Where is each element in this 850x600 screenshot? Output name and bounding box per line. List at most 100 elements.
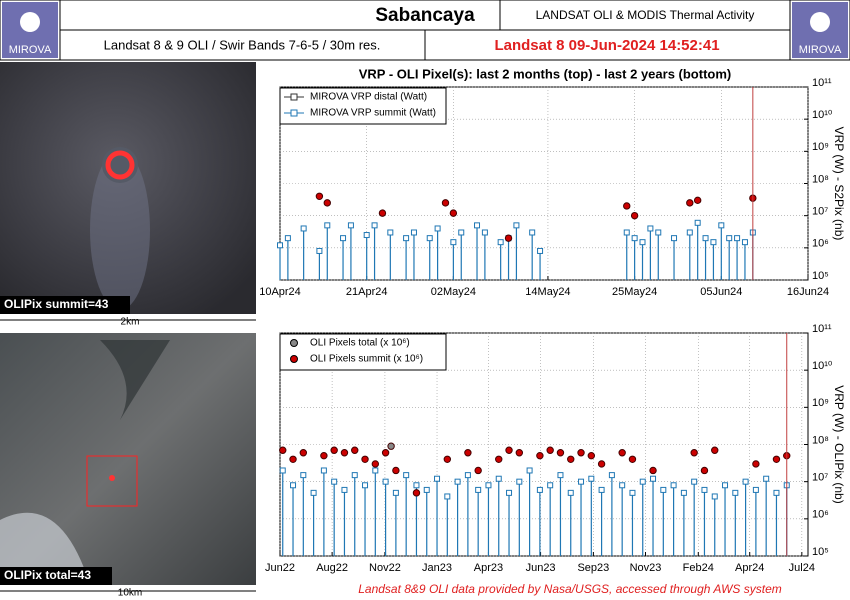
dot (320, 451, 328, 460)
x-tick-label: Jan23 (422, 562, 452, 574)
marker (324, 222, 331, 229)
dot (315, 192, 324, 201)
y-tick-label: 10⁷ (812, 206, 828, 218)
marker (763, 475, 770, 482)
marker (629, 489, 636, 496)
dot (474, 466, 482, 475)
dot (387, 442, 395, 450)
marker (426, 235, 433, 242)
dot (690, 449, 698, 457)
dot (464, 449, 472, 457)
y-axis-label: VRP (W) - S2Pix (nb) (832, 127, 846, 241)
marker (691, 478, 698, 485)
legend (279, 333, 447, 371)
legend-label: OLI Pixels total (x 10⁶) (310, 338, 410, 349)
x-tick-label: Nov23 (630, 562, 662, 574)
x-tick-label: 05Jun24 (700, 286, 742, 298)
dot (371, 460, 380, 468)
dot (351, 446, 359, 454)
image-label: OLIPix summit=43 (4, 297, 109, 311)
y-tick-label: 10⁸ (812, 173, 829, 185)
x-tick-label: 25May24 (612, 286, 657, 298)
marker (741, 239, 748, 246)
dot (378, 209, 387, 217)
marker (529, 229, 536, 236)
x-tick-label: Jun23 (526, 562, 556, 574)
label-bg (0, 567, 112, 585)
y-tick-label: 10¹¹ (812, 323, 832, 335)
title: Sabancaya (375, 5, 475, 26)
dot (567, 455, 575, 463)
dot (597, 460, 606, 468)
marker (403, 235, 410, 242)
dot (752, 460, 760, 468)
logo-text: MIROVA (799, 44, 842, 56)
marker (284, 235, 291, 242)
dot (330, 446, 338, 454)
scale-label: 10km (118, 588, 142, 599)
roi-box (86, 455, 138, 507)
dot (323, 199, 331, 207)
marker (631, 235, 638, 242)
legend-marker (290, 339, 298, 347)
marker (670, 482, 677, 489)
image-label: OLIPix total=43 (4, 568, 91, 582)
x-tick-label: 02May24 (431, 286, 476, 298)
logo-text: MIROVA (9, 44, 52, 56)
y-tick-label: 10¹⁰ (812, 360, 833, 372)
scale-label: 2km (121, 317, 140, 328)
marker (351, 472, 358, 479)
marker (619, 482, 626, 489)
marker (650, 475, 657, 482)
marker (316, 247, 323, 254)
marker (752, 486, 759, 493)
marker (567, 489, 574, 496)
marker (671, 235, 678, 242)
marker (506, 489, 513, 496)
marker (734, 235, 741, 242)
ridge (100, 340, 170, 420)
dot (504, 234, 513, 242)
dot (628, 455, 637, 463)
y-tick-label: 10⁵ (812, 546, 829, 558)
dot (577, 449, 585, 457)
dot (556, 449, 565, 457)
x-tick-label: 10Apr24 (259, 286, 301, 298)
marker (702, 235, 709, 242)
dot (443, 455, 452, 463)
y-tick-label: 10⁹ (812, 397, 829, 409)
dot (495, 455, 503, 463)
marker (474, 222, 481, 229)
marker (718, 222, 725, 229)
y-tick-label: 10⁹ (812, 141, 829, 153)
dot (711, 446, 719, 454)
marker (711, 493, 718, 500)
marker (279, 467, 286, 474)
x-tick-label: 21Apr24 (346, 286, 388, 298)
dot (279, 446, 287, 454)
marker (701, 486, 708, 493)
hotspot (109, 475, 115, 481)
marker (444, 493, 451, 500)
marker (320, 467, 327, 474)
dot (289, 455, 297, 463)
marker (497, 239, 504, 246)
legend-label: OLI Pixels summit (x 10⁶) (310, 354, 423, 365)
marker (434, 225, 441, 232)
legend (279, 87, 447, 125)
dot (546, 446, 554, 454)
marker (694, 219, 701, 226)
dot (392, 466, 400, 475)
marker (495, 475, 502, 482)
y-tick-label: 10⁶ (812, 238, 829, 250)
legend-label: MIROVA VRP summit (Watt) (310, 108, 436, 119)
marker (655, 229, 662, 236)
marker (623, 229, 630, 236)
y-tick-label: 10⁵ (812, 270, 829, 282)
dot (340, 449, 349, 457)
y-tick-label: 10⁸ (812, 434, 829, 446)
dot (686, 199, 694, 207)
y-tick-label: 10¹¹ (812, 77, 832, 89)
x-tick-label: 16Jun24 (787, 286, 829, 298)
x-tick-label: Nov22 (369, 562, 401, 574)
